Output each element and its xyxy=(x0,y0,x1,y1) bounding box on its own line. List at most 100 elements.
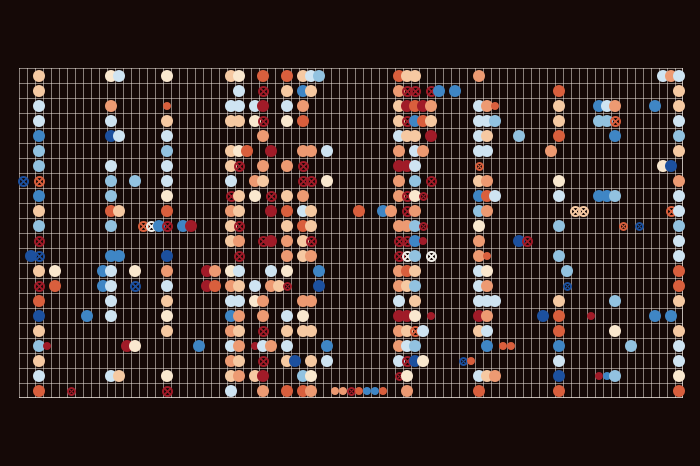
dot xyxy=(473,250,485,262)
dot xyxy=(105,190,117,202)
dot xyxy=(257,370,269,382)
dot xyxy=(257,160,269,172)
dot xyxy=(409,190,421,202)
dot xyxy=(281,85,293,97)
dot xyxy=(233,205,245,217)
dot xyxy=(161,325,173,337)
dot xyxy=(249,280,261,292)
dot xyxy=(281,325,293,337)
dot xyxy=(481,280,493,292)
dot xyxy=(33,340,45,352)
ring-x-dot xyxy=(233,220,245,232)
dot xyxy=(417,355,429,367)
dot xyxy=(419,237,427,245)
dot xyxy=(499,342,507,350)
dot xyxy=(161,310,173,322)
dot xyxy=(393,295,405,307)
dot xyxy=(113,130,125,142)
dot xyxy=(603,372,611,380)
dot xyxy=(553,310,565,322)
ring-x-dot xyxy=(346,386,356,396)
dot xyxy=(281,250,293,262)
dot xyxy=(673,190,685,202)
dot xyxy=(491,102,499,110)
dot xyxy=(33,130,45,142)
dot xyxy=(163,102,171,110)
dot xyxy=(321,175,333,187)
dot xyxy=(673,115,685,127)
dot xyxy=(553,175,565,187)
dot xyxy=(673,220,685,232)
dot xyxy=(281,190,293,202)
dot xyxy=(297,310,309,322)
dot xyxy=(209,265,221,277)
dot xyxy=(313,265,325,277)
dot xyxy=(241,145,253,157)
dot xyxy=(305,205,317,217)
dot xyxy=(281,115,293,127)
dot xyxy=(281,385,293,397)
dot xyxy=(553,295,565,307)
dot xyxy=(379,387,387,395)
dot xyxy=(409,340,421,352)
dot xyxy=(673,385,685,397)
ring-x-dot xyxy=(161,385,173,397)
ring-x-dot xyxy=(33,235,45,247)
dot xyxy=(409,70,421,82)
dot xyxy=(233,235,245,247)
dot xyxy=(129,175,141,187)
dot xyxy=(33,310,45,322)
dot xyxy=(481,205,493,217)
dot xyxy=(161,70,173,82)
dot xyxy=(161,205,173,217)
dot xyxy=(385,205,397,217)
dot xyxy=(609,190,621,202)
dot xyxy=(33,295,45,307)
dot xyxy=(473,70,485,82)
dot xyxy=(417,145,429,157)
dot xyxy=(393,145,405,157)
ring-x-dot xyxy=(634,221,644,231)
dot xyxy=(305,220,317,232)
dot xyxy=(161,190,173,202)
dot xyxy=(649,310,661,322)
dot xyxy=(33,220,45,232)
dot xyxy=(673,355,685,367)
dot xyxy=(417,325,429,337)
dot xyxy=(553,85,565,97)
dot xyxy=(161,115,173,127)
dot xyxy=(49,265,61,277)
dot xyxy=(409,130,421,142)
dot xyxy=(161,370,173,382)
dot xyxy=(321,145,333,157)
dot xyxy=(105,295,117,307)
dot xyxy=(249,190,261,202)
dot xyxy=(33,370,45,382)
dot xyxy=(281,340,293,352)
dot xyxy=(507,342,515,350)
dot xyxy=(553,340,565,352)
dot xyxy=(425,130,437,142)
dot xyxy=(305,370,317,382)
dot xyxy=(33,190,45,202)
dot xyxy=(233,295,245,307)
dot xyxy=(409,265,421,277)
dot xyxy=(305,355,317,367)
dot xyxy=(305,325,317,337)
dot xyxy=(281,100,293,112)
dot xyxy=(673,280,685,292)
dot xyxy=(33,355,45,367)
dot xyxy=(673,325,685,337)
dot xyxy=(673,235,685,247)
dot xyxy=(185,220,197,232)
dot xyxy=(401,370,413,382)
dot xyxy=(105,265,117,277)
ring-x-dot xyxy=(161,220,173,232)
dot xyxy=(233,190,245,202)
dot xyxy=(193,340,205,352)
dot xyxy=(553,220,565,232)
dot xyxy=(371,387,379,395)
ring-x-dot xyxy=(233,250,245,262)
dot xyxy=(427,312,435,320)
dot xyxy=(225,385,237,397)
